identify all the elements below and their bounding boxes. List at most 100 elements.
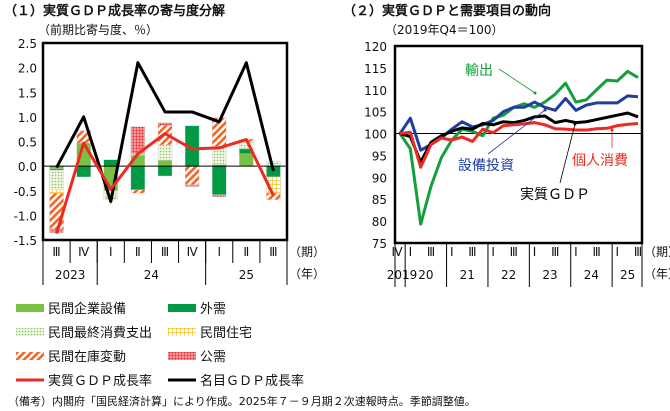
x-unit-year: （年） — [644, 267, 670, 281]
y-tick-label: 2.0 — [18, 62, 37, 76]
leader-arrow — [498, 68, 536, 94]
x-year-label: 2023 — [55, 268, 86, 282]
right-chart-subtitle: （2019年Q4＝100） — [385, 23, 504, 37]
arrow-head — [610, 128, 614, 132]
legend-swatch — [16, 328, 44, 336]
line-名目ＧＤＰ成長率 — [55, 61, 275, 204]
series-label-輸出: 輸出 — [465, 63, 493, 79]
legend-swatch — [16, 352, 44, 360]
x-tick-label: Ⅰ — [217, 245, 221, 259]
x-year-label: 21 — [460, 268, 475, 282]
y-tick-label: -1.5 — [14, 234, 37, 248]
plot-frame — [41, 41, 289, 242]
y-tick-label: 75 — [372, 237, 387, 251]
bar-民間在庫変動 — [49, 193, 64, 230]
bar-民間企業設備 — [239, 153, 254, 167]
leader-arrow — [559, 123, 576, 184]
arrow-head — [573, 122, 577, 126]
y-tick-label: 110 — [364, 84, 387, 98]
y-tick-label: 1.5 — [18, 86, 37, 100]
bar-外需 — [49, 168, 64, 171]
x-tick-label: Ⅲ — [269, 245, 277, 259]
bar-公需 — [157, 122, 173, 126]
x-tick-label: Ⅲ — [592, 245, 600, 259]
x-tick-label: Ⅲ — [52, 245, 60, 259]
y-tick-label: 105 — [364, 106, 387, 120]
line-実質ＧＤＰ — [399, 111, 639, 164]
x-unit-quarter: （期） — [289, 245, 325, 259]
x-tick-label: Ⅳ — [78, 245, 89, 259]
legend-swatch — [168, 328, 196, 336]
bar-外需 — [103, 159, 118, 167]
x-tick-label: Ⅰ — [616, 245, 620, 259]
x-tick-label: Ⅱ — [243, 245, 249, 259]
x-tick-label: Ⅰ — [109, 245, 113, 259]
y-tick-label: 90 — [372, 171, 387, 185]
x-year-label: 25 — [620, 268, 635, 282]
bar-外需 — [130, 165, 146, 190]
x-tick-label: Ⅳ — [391, 245, 402, 259]
bar-公需 — [212, 194, 227, 197]
legend-swatch — [168, 304, 196, 312]
y-tick-label: 95 — [372, 149, 387, 163]
x-year-label: 24 — [144, 268, 159, 282]
y-tick-label: 120 — [364, 40, 387, 54]
y-tick-label: 85 — [372, 193, 387, 207]
line-輸出 — [398, 69, 639, 226]
x-tick-label: Ⅰ — [450, 245, 454, 259]
legend-label: 外需 — [200, 302, 226, 317]
arrow-head — [543, 108, 547, 112]
y-tick-label: 2.5 — [18, 37, 37, 51]
bar-民間最終消費支出 — [157, 144, 173, 161]
plot-frame — [393, 44, 644, 245]
footnote: （備考）内閣府「国民経済計算」により作成。2025年７－９月期２次速報時点。季節… — [8, 394, 476, 408]
legend-swatch — [16, 378, 44, 382]
series-label-設備投資: 設備投資 — [458, 158, 514, 174]
legend-label: 民間住宅 — [200, 326, 252, 341]
x-tick-label: Ⅰ — [533, 245, 537, 259]
bar-外需 — [76, 165, 91, 178]
x-tick-label: Ⅲ — [161, 245, 169, 259]
leader-arrow — [487, 109, 546, 155]
y-tick-label: -0.5 — [14, 185, 37, 199]
x-tick-label: Ⅲ — [468, 245, 476, 259]
y-tick-label: 1.0 — [18, 111, 37, 125]
right-chart-title: （２）実質ＧＤＰと需要項目の動向 — [343, 3, 551, 19]
legend-label: 民間企業設備 — [48, 301, 126, 317]
y-tick-label: 115 — [364, 62, 387, 76]
y-tick-label: 0.5 — [18, 136, 37, 150]
x-tick-label: Ⅰ — [574, 245, 578, 259]
bar-公需 — [184, 184, 200, 188]
line-実質ＧＤＰ成長率 — [55, 132, 275, 235]
x-tick-label: Ⅳ — [187, 245, 198, 259]
x-year-label: 2019 — [387, 268, 418, 282]
left-chart-subtitle: （前期比寄与度、％） — [38, 22, 158, 37]
legend-label: 民間在庫変動 — [48, 349, 126, 365]
x-year-label: 25 — [239, 268, 254, 282]
legend-label: 実質ＧＤＰ成長率 — [48, 373, 152, 389]
series-label-個人消費: 個人消費 — [572, 153, 628, 169]
x-year-label: 24 — [584, 268, 599, 282]
bar-外需 — [157, 165, 173, 177]
x-tick-label: Ⅱ — [135, 245, 141, 259]
legend-label: 名目ＧＤＰ成長率 — [200, 373, 304, 389]
bar-外需 — [212, 165, 227, 195]
x-tick-label: Ⅰ — [409, 245, 413, 259]
bar-民間最終消費支出 — [49, 169, 64, 190]
x-tick-label: Ⅲ — [551, 245, 559, 259]
bar-民間在庫変動 — [184, 165, 200, 186]
bar-民間住宅 — [49, 189, 64, 194]
x-tick-label: Ⅲ — [510, 245, 518, 259]
bar-民間在庫変動 — [130, 189, 146, 194]
x-tick-label: Ⅰ — [491, 245, 495, 259]
x-year-label: 22 — [501, 268, 516, 282]
legend-swatch — [168, 378, 196, 382]
x-unit-year: （年） — [289, 267, 325, 281]
x-year-label: 23 — [542, 268, 557, 282]
y-tick-label: 100 — [364, 128, 387, 142]
x-unit-quarter: （期） — [644, 245, 670, 259]
